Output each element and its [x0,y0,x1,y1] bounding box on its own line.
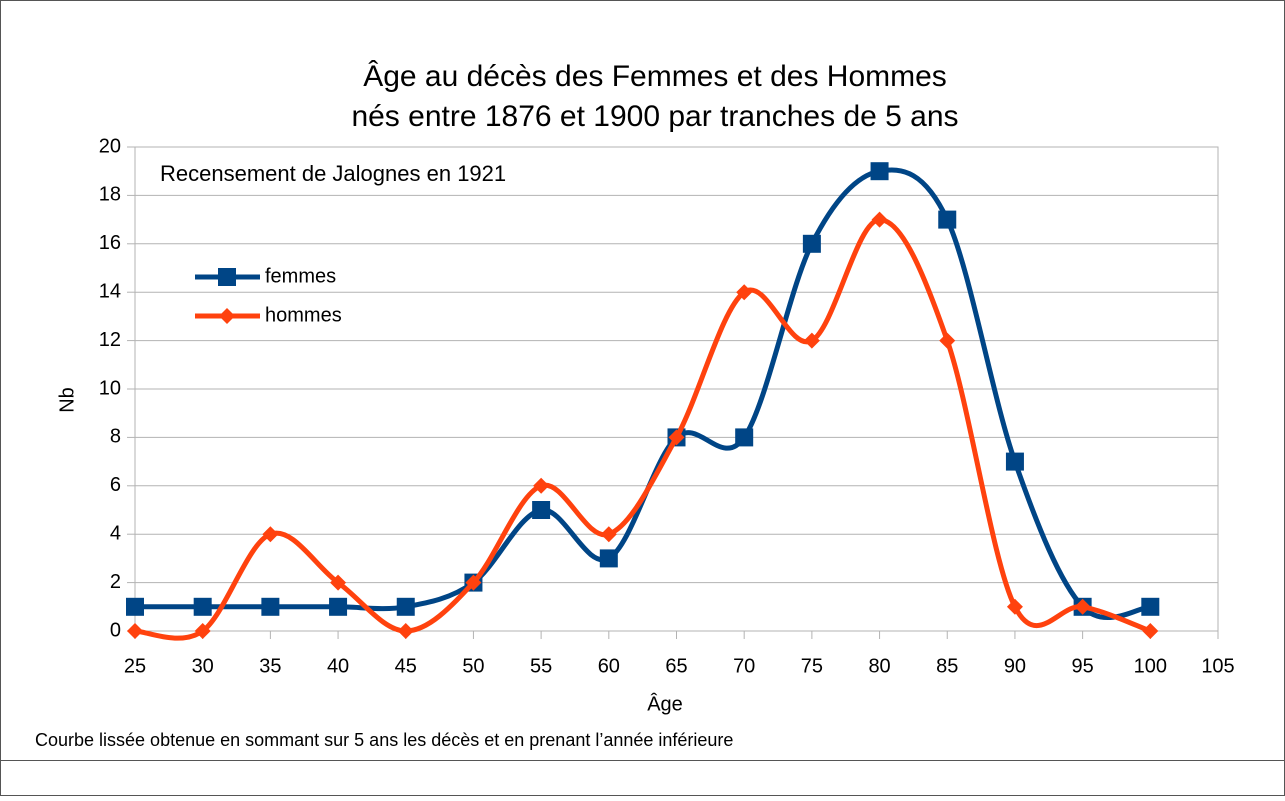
y-tick-label: 14 [99,280,121,302]
y-tick-label: 0 [110,619,121,641]
x-tick-label: 65 [665,655,687,677]
marker [870,162,889,181]
x-axis-label: Âge [647,692,683,715]
marker [397,623,414,639]
y-tick-label: 18 [99,184,121,206]
legend-marker [218,268,236,286]
marker [939,332,956,349]
x-tick-label: 45 [395,655,417,677]
y-tick-label: 8 [110,426,121,448]
marker [194,623,211,639]
marker [330,574,347,591]
marker [465,574,482,591]
chart-title: Âge au décès des Femmes et des Hommes [363,60,947,93]
legend-label: hommes [265,304,342,326]
marker [193,597,212,616]
marker [396,597,415,616]
legend-marker [219,308,235,324]
marker [871,211,888,228]
marker [1006,598,1023,615]
x-tick-label: 25 [124,655,146,677]
x-tick-label: 55 [530,655,552,677]
y-tick-label: 12 [99,329,121,351]
y-tick-label: 10 [99,377,121,399]
x-tick-label: 85 [936,655,958,677]
x-tick-label: 95 [1072,655,1094,677]
chart-title: nés entre 1876 et 1900 par tranches de 5… [351,100,958,133]
marker [261,597,280,616]
marker [1005,452,1024,471]
marker [1141,597,1160,616]
marker [1074,598,1091,615]
marker [127,623,143,639]
y-tick-label: 4 [110,522,121,544]
marker [735,428,754,447]
x-tick-label: 75 [801,655,823,677]
x-tick-label: 30 [192,655,214,677]
x-tick-label: 40 [327,655,349,677]
marker [262,526,279,543]
y-tick-label: 16 [99,232,121,254]
marker [938,210,957,229]
marker [126,597,144,616]
y-tick-label: 2 [110,571,121,593]
marker [600,526,617,543]
footnote: Courbe lissée obtenue en sommant sur 5 a… [35,730,733,750]
x-tick-label: 70 [733,655,755,677]
marker [533,477,550,494]
x-tick-label: 80 [868,655,890,677]
x-tick-label: 100 [1134,655,1167,677]
marker [599,549,618,568]
x-tick-label: 50 [462,655,484,677]
x-tick-label: 60 [598,655,620,677]
annotation: Recensement de Jalognes en 1921 [160,161,506,186]
x-tick-label: 105 [1201,655,1234,677]
x-tick-label: 35 [259,655,281,677]
y-axis-label: Nb [56,387,78,413]
marker [668,429,685,446]
marker [532,501,551,519]
y-tick-label: 6 [110,474,121,496]
y-tick-label: 20 [99,135,121,157]
marker [736,284,753,301]
marker [1142,623,1159,639]
x-tick-label: 90 [1004,655,1026,677]
marker [329,597,348,616]
legend-label: femmes [265,265,336,287]
marker [802,234,821,253]
marker [803,332,820,349]
